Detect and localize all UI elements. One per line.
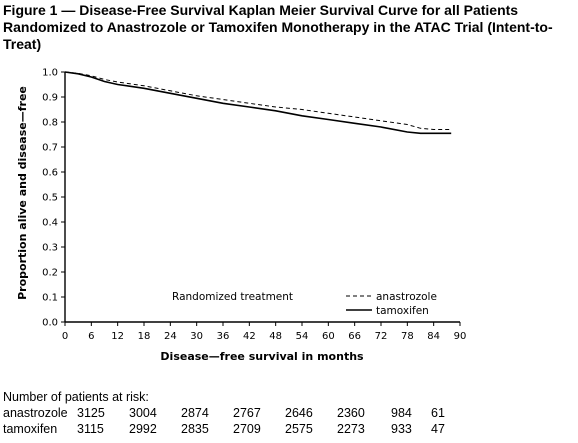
x-tick-label: 48 bbox=[269, 331, 282, 342]
risk-count-cell: 2767 bbox=[233, 406, 261, 420]
legend-title: Randomized treatment bbox=[172, 291, 293, 303]
series-line-tamoxifen bbox=[64, 71, 452, 135]
risk-row-label: tamoxifen bbox=[3, 422, 58, 436]
risk-count-cell: 2992 bbox=[129, 422, 157, 436]
chart-legend: Randomized treatment anastrozole tamoxifen bbox=[172, 291, 437, 317]
x-tick-label: 90 bbox=[454, 331, 467, 342]
x-tick-label: 18 bbox=[138, 331, 151, 342]
x-tick-label: 24 bbox=[164, 331, 177, 342]
risk-row-label: anastrozole bbox=[3, 406, 68, 420]
risk-row-tamoxifen: tamoxifen 3115 2992 2835 2709 2575 2273 933 47 bbox=[3, 421, 445, 437]
y-tick-label: 0.9 bbox=[42, 93, 58, 104]
risk-count-cell: 2835 bbox=[181, 422, 209, 436]
x-tick-label: 66 bbox=[348, 331, 361, 342]
y-tick-label: 0.4 bbox=[42, 218, 58, 229]
risk-table-title: Number of patients at risk: bbox=[3, 390, 149, 404]
risk-count-cell: 2575 bbox=[285, 422, 313, 436]
y-tick-label: 0.2 bbox=[42, 268, 58, 279]
y-tick-label: 1.0 bbox=[42, 68, 58, 79]
y-tick-label: 0.1 bbox=[42, 293, 58, 304]
risk-row-anastrozole: anastrozole 3125 3004 2874 2767 2646 2360 984 61 bbox=[3, 405, 445, 421]
x-axis-ticks: 0 6 12 18 24 30 36 42 48 54 60 66 72 78 84 90 bbox=[62, 322, 467, 342]
x-tick-label: 78 bbox=[401, 331, 414, 342]
x-tick-label: 84 bbox=[427, 331, 440, 342]
x-tick-label: 36 bbox=[217, 331, 230, 342]
x-tick-label: 6 bbox=[88, 331, 94, 342]
risk-count-cell: 2360 bbox=[337, 406, 365, 420]
survival-chart: 0 6 12 18 24 30 36 42 48 54 60 66 72 78 84 90 0.0 0.1 0.2… bbox=[16, 68, 467, 364]
y-tick-label: 0.8 bbox=[42, 118, 58, 129]
risk-count-cell: 984 bbox=[391, 406, 412, 420]
legend-label-anastrozole: anastrozole bbox=[376, 291, 437, 303]
risk-count-cell: 2874 bbox=[181, 406, 209, 420]
y-axis-label: Proportion alive and disease—free bbox=[16, 86, 29, 300]
y-tick-label: 0.5 bbox=[42, 193, 58, 204]
x-tick-label: 12 bbox=[111, 331, 124, 342]
risk-count-cell: 2709 bbox=[233, 422, 261, 436]
figure-title: Figure 1 — Disease-Free Survival Kaplan … bbox=[3, 2, 553, 52]
risk-count-cell: 3125 bbox=[77, 406, 105, 420]
y-tick-label: 0.7 bbox=[42, 143, 58, 154]
risk-count-cell: 47 bbox=[431, 422, 445, 436]
x-tick-label: 0 bbox=[62, 331, 68, 342]
risk-count-cell: 3004 bbox=[129, 406, 157, 420]
legend-label-tamoxifen: tamoxifen bbox=[376, 305, 429, 317]
risk-count-cell: 61 bbox=[431, 406, 445, 420]
risk-count-cell: 933 bbox=[391, 422, 412, 436]
risk-count-cell: 2646 bbox=[285, 406, 313, 420]
x-tick-label: 30 bbox=[190, 331, 203, 342]
patients-at-risk-table: Number of patients at risk: anastrozole 3… bbox=[3, 389, 445, 437]
y-tick-label: 0.6 bbox=[42, 168, 58, 179]
series-line-anastrozole bbox=[64, 71, 452, 130]
risk-count-cell: 2273 bbox=[337, 422, 365, 436]
survival-curves bbox=[64, 71, 452, 135]
x-tick-label: 60 bbox=[322, 331, 335, 342]
x-tick-label: 72 bbox=[375, 331, 388, 342]
y-tick-label: 0.0 bbox=[42, 318, 58, 329]
y-axis-ticks: 0.0 0.1 0.2 0.3 0.4 0.5 0.6 0.7 0.8 0.9 1.0 bbox=[42, 68, 65, 329]
y-tick-label: 0.3 bbox=[42, 243, 58, 254]
x-tick-label: 54 bbox=[296, 331, 309, 342]
risk-count-cell: 3115 bbox=[77, 422, 104, 436]
x-tick-label: 42 bbox=[243, 331, 256, 342]
x-axis-label: Disease—free survival in months bbox=[160, 350, 364, 363]
